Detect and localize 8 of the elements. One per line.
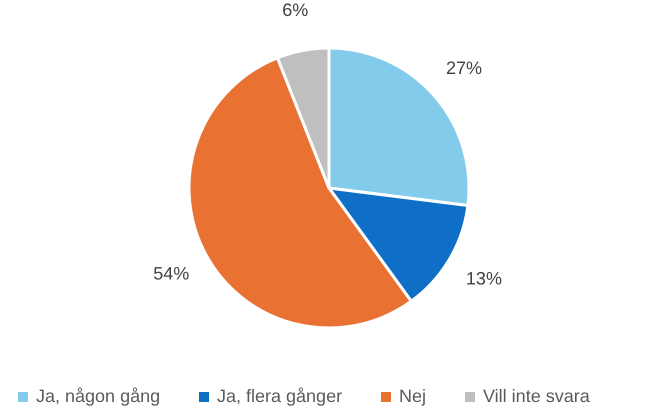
legend-label: Ja, flera gånger [217, 386, 342, 406]
legend-label: Ja, någon gång [36, 386, 160, 406]
data-label: 13% [466, 268, 502, 289]
data-label: 27% [446, 58, 482, 78]
data-label: 6% [282, 0, 308, 20]
legend-label: Vill inte svara [483, 386, 591, 406]
data-label: 54% [153, 264, 190, 284]
legend-label: Nej [399, 386, 426, 406]
